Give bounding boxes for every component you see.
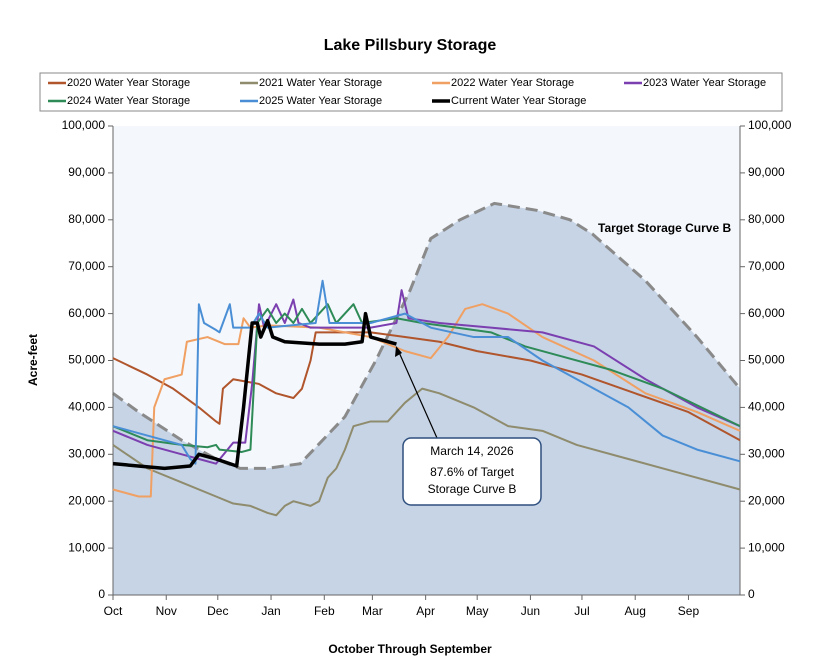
x-tick-label: Feb xyxy=(314,604,335,618)
legend-box xyxy=(39,72,783,112)
y2-tick-label: 90,000 xyxy=(748,165,785,179)
y2-tick-label: 60,000 xyxy=(748,306,785,320)
series-line xyxy=(112,311,397,471)
callout-text: 87.6% of Target xyxy=(430,465,515,479)
x-tick-label: Dec xyxy=(207,604,228,618)
y2-tick-label: 100,000 xyxy=(748,118,792,132)
x-tick-label: Jan xyxy=(261,604,280,618)
x-axis-label: October Through September xyxy=(328,642,492,656)
x-tick-label: May xyxy=(466,604,489,618)
legend-label: 2020 Water Year Storage xyxy=(67,77,190,89)
x-tick-label: Apr xyxy=(416,604,435,618)
series-line xyxy=(112,303,741,453)
legend-label: 2024 Water Year Storage xyxy=(67,95,190,107)
x-tick-label: Mar xyxy=(362,604,383,618)
x-tick-label: Oct xyxy=(104,604,123,618)
callout-arrowhead xyxy=(395,346,402,357)
legend-label: Current Water Year Storage xyxy=(451,95,586,107)
y2-tick-label: 10,000 xyxy=(748,540,785,554)
callout-text: March 14, 2026 xyxy=(430,444,514,458)
callout-arrow xyxy=(397,349,438,439)
y-tick-label: 60,000 xyxy=(68,306,105,320)
y-tick-label: 40,000 xyxy=(68,400,105,414)
y2-tick-label: 40,000 xyxy=(748,400,785,414)
x-tick-label: Aug xyxy=(625,604,646,618)
annotation: Target Storage Curve B xyxy=(598,221,731,235)
series-line xyxy=(112,303,741,498)
y-tick-label: 0 xyxy=(98,587,105,601)
y-tick-label: 70,000 xyxy=(68,259,105,273)
target-area xyxy=(113,203,740,595)
legend-label: 2022 Water Year Storage xyxy=(451,77,574,89)
y-tick-label: 100,000 xyxy=(62,118,106,132)
y2-tick-label: 80,000 xyxy=(748,212,785,226)
y-tick-label: 90,000 xyxy=(68,165,105,179)
y-tick-label: 50,000 xyxy=(68,353,105,367)
callout-box xyxy=(402,437,542,506)
y-tick-label: 10,000 xyxy=(68,540,105,554)
series-line xyxy=(112,279,741,465)
x-tick-label: Jun xyxy=(521,604,540,618)
target-line xyxy=(112,201,742,470)
y2-tick-label: 70,000 xyxy=(748,259,785,273)
y2-tick-label: 20,000 xyxy=(748,493,785,507)
y2-tick-label: 0 xyxy=(748,587,755,601)
legend-label: 2025 Water Year Storage xyxy=(259,95,382,107)
y-axis-label: Acre-feet xyxy=(26,334,40,386)
x-tick-label: Jul xyxy=(574,604,589,618)
x-tick-label: Sep xyxy=(678,604,700,618)
series-line xyxy=(112,331,741,442)
legend-label: 2023 Water Year Storage xyxy=(643,77,766,89)
y2-tick-label: 30,000 xyxy=(748,446,785,460)
y-tick-label: 20,000 xyxy=(68,493,105,507)
callout-text: Storage Curve B xyxy=(428,482,517,496)
y2-tick-label: 50,000 xyxy=(748,353,785,367)
y-tick-label: 80,000 xyxy=(68,212,105,226)
x-tick-label: Nov xyxy=(156,604,177,618)
legend-label: 2021 Water Year Storage xyxy=(259,77,382,89)
chart-title: Lake Pillsbury Storage xyxy=(324,37,497,54)
series-line xyxy=(112,387,741,517)
y-tick-label: 30,000 xyxy=(68,446,105,460)
